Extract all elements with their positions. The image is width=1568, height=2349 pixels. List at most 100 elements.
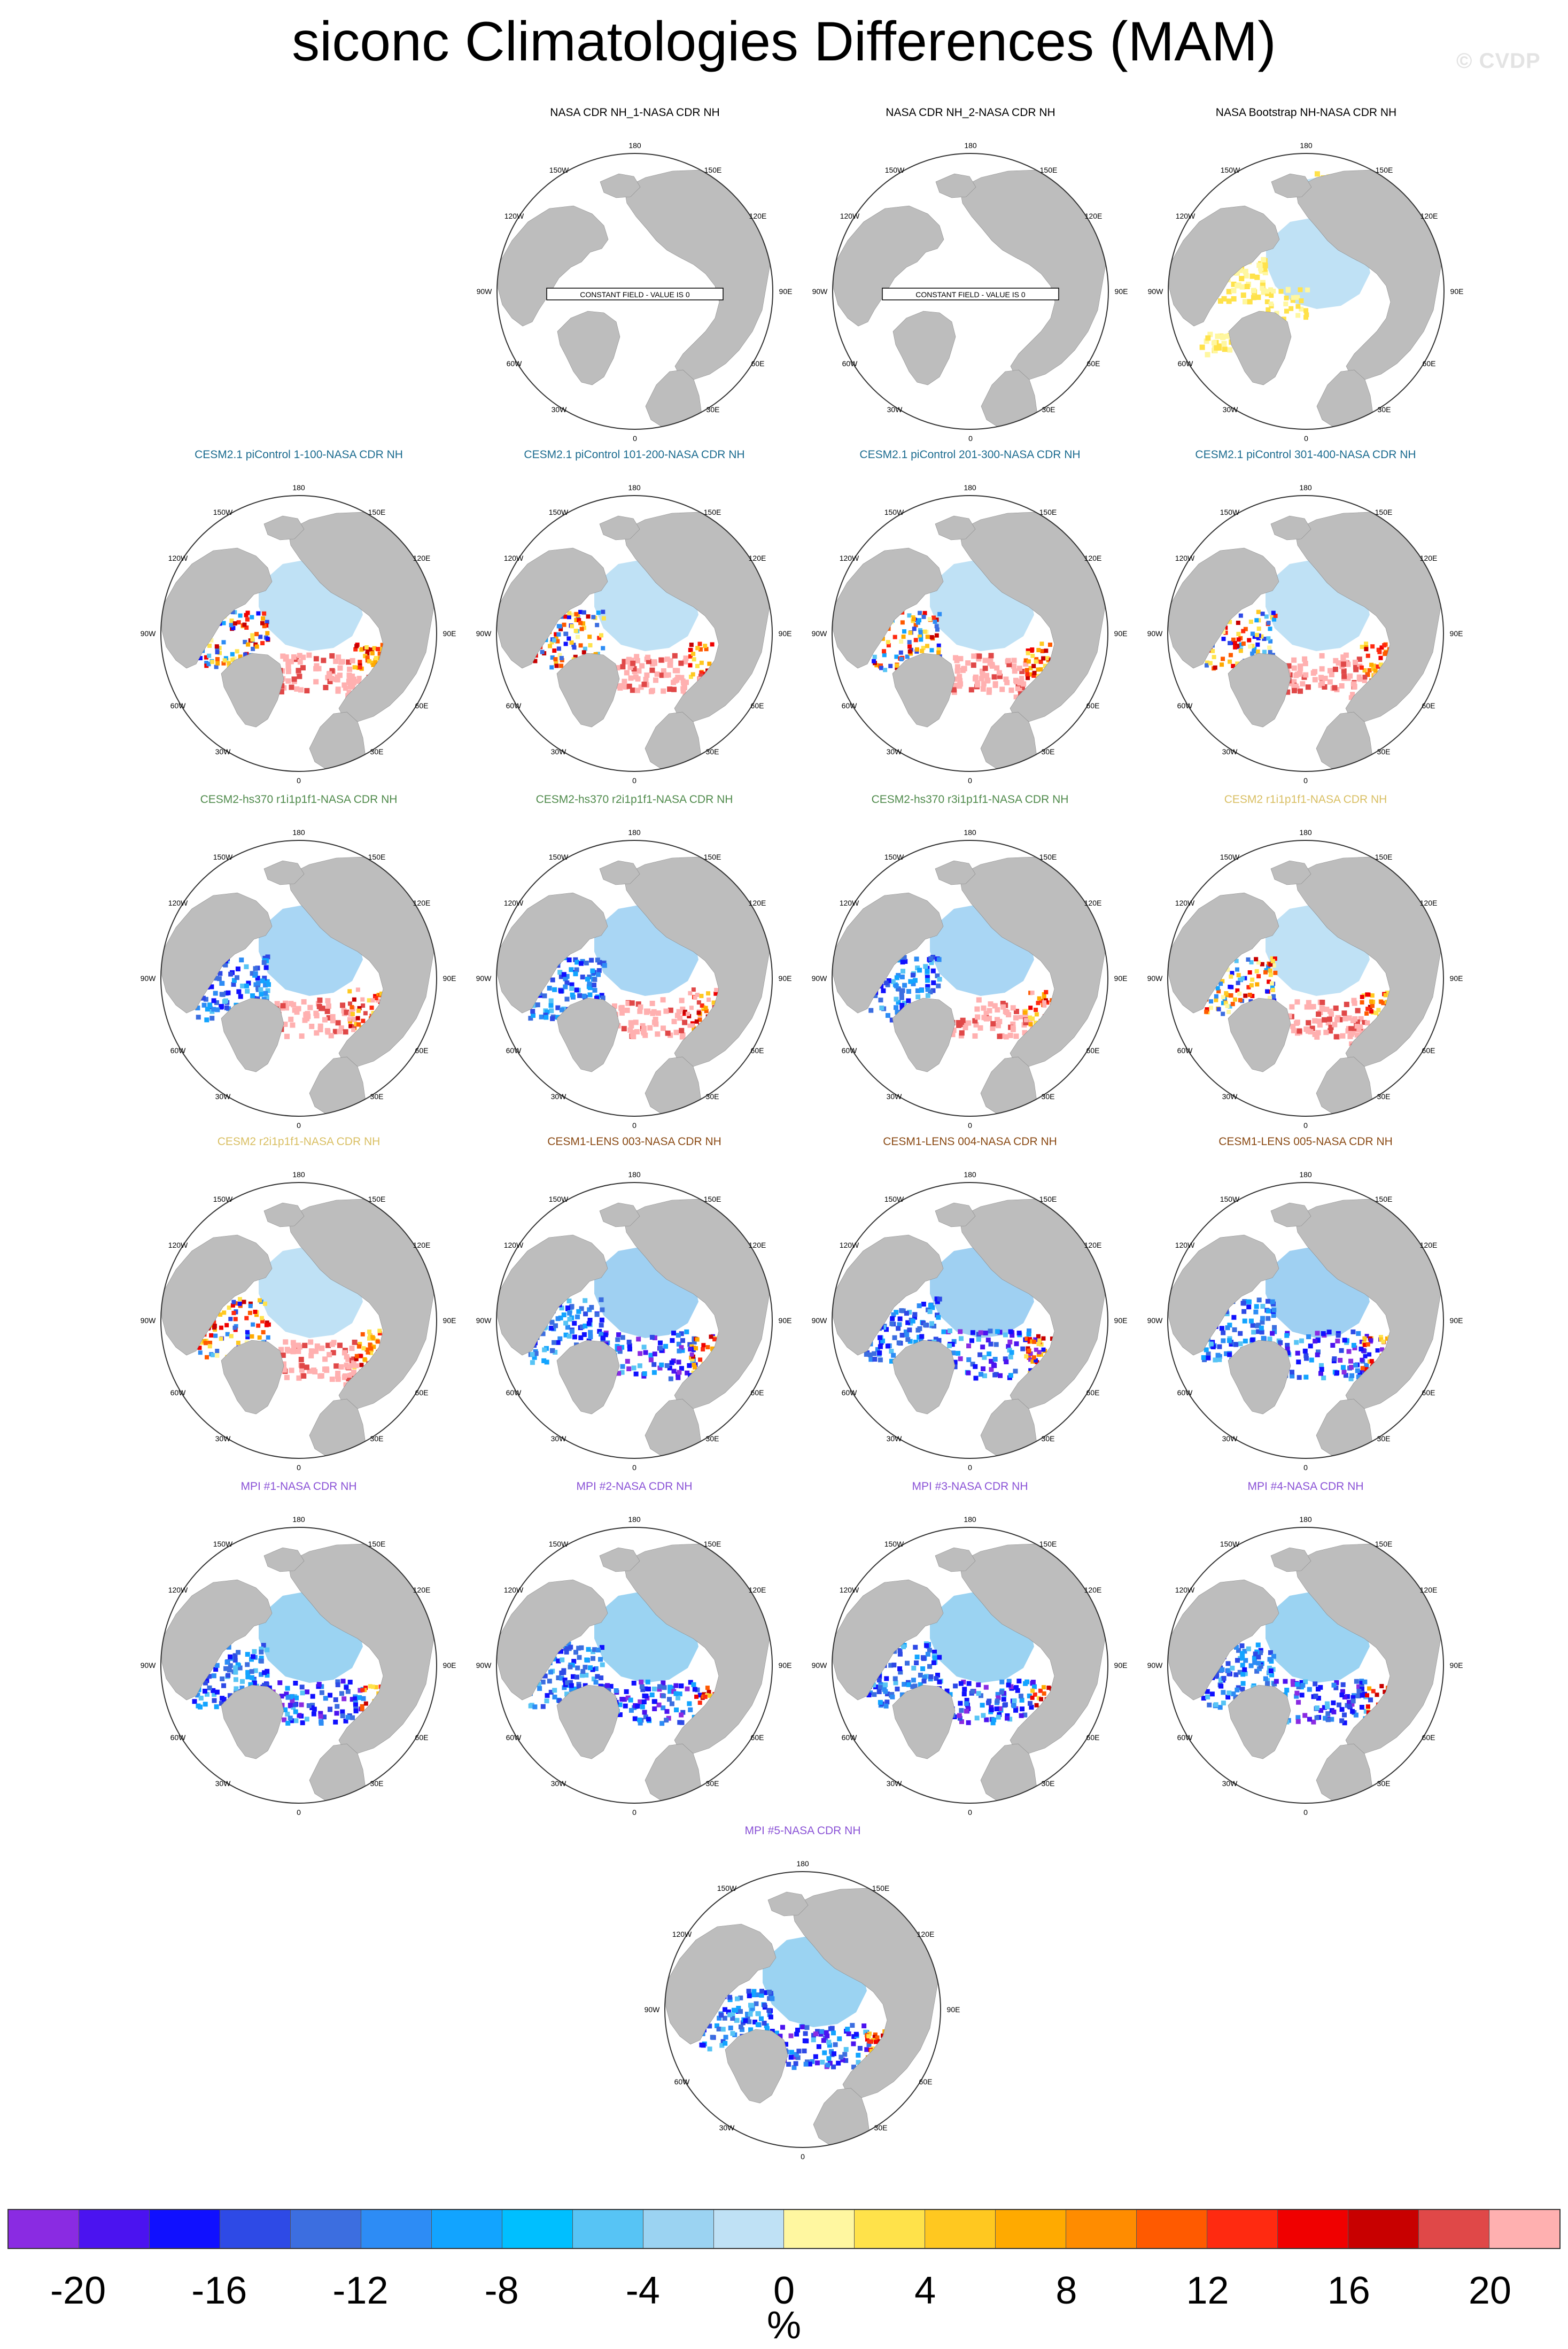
land-mass	[1228, 998, 1291, 1072]
lon-label-150w: 150W	[1220, 853, 1240, 861]
lon-label-150e: 150E	[368, 1540, 386, 1548]
lon-label-90e: 90E	[1114, 1316, 1128, 1325]
lon-label-120w: 120W	[840, 1586, 859, 1594]
lon-label-90w: 90W	[141, 1316, 157, 1325]
lon-label-120w: 120W	[504, 899, 524, 907]
panel-title: CESM2-hs370 r2i1p1f1-NASA CDR NH	[535, 793, 733, 806]
land-mass	[832, 1234, 944, 1356]
lon-label-150e: 150E	[368, 853, 386, 861]
colorbar	[7, 2209, 1561, 2249]
lon-label-60e: 60E	[1422, 1388, 1435, 1397]
lon-label-60w: 60W	[1177, 701, 1193, 710]
map-boundary	[496, 1182, 773, 1459]
lon-label-90e: 90E	[779, 629, 792, 638]
lon-label-30e: 30E	[1042, 1779, 1055, 1788]
lon-label-90w: 90W	[1147, 974, 1163, 983]
map-boundary	[1167, 495, 1444, 772]
map-boundary	[832, 153, 1109, 430]
lon-label-60w: 60W	[1177, 1733, 1193, 1742]
lon-label-0: 0	[1304, 434, 1308, 443]
map-panel: CESM2 r2i1p1f1-NASA CDR NH 180 0 90W 90E 150W…	[128, 1135, 470, 1478]
lon-label-120w: 120W	[504, 1241, 524, 1249]
lon-label-150w: 150W	[549, 1195, 569, 1203]
land-mass	[725, 2029, 788, 2104]
land-mass	[892, 311, 956, 385]
land-mass	[599, 1547, 640, 1572]
land-mass	[1168, 547, 1279, 669]
lon-label-120w: 120W	[168, 899, 188, 907]
land-mass	[221, 1340, 284, 1415]
lon-label-60w: 60W	[170, 1733, 187, 1742]
lon-label-0: 0	[633, 434, 637, 443]
colorbar-swatch	[1137, 2210, 1208, 2248]
polar-stereo-map: 180 0 90W 90E 150W 120W 150E 120E 60W 30W 60E 30E	[1147, 828, 1463, 1130]
lon-label-30e: 30E	[370, 1092, 384, 1101]
lon-label-150e: 150E	[1039, 1540, 1057, 1548]
lon-label-150e: 150E	[704, 1540, 721, 1548]
cvdp-watermark: © CVDP	[1456, 49, 1541, 73]
lon-label-120w: 120W	[840, 1241, 859, 1249]
land-mass	[309, 1056, 366, 1114]
lon-label-120w: 120W	[672, 1930, 692, 1938]
lon-label-60w: 60W	[170, 1046, 187, 1055]
map-panel: NASA Bootstrap NH-NASA CDR NH 180 0 90W 90E 1…	[1135, 106, 1477, 449]
panel-title: MPI #4-NASA CDR NH	[1247, 1480, 1364, 1493]
lon-label-0: 0	[968, 1121, 972, 1130]
lon-label-60w: 60W	[842, 701, 858, 710]
lon-label-90w: 90W	[476, 1316, 492, 1325]
lon-label-60w: 60W	[842, 359, 858, 368]
land-mass	[496, 547, 608, 669]
colorbar-swatch	[361, 2210, 432, 2248]
land-mass	[496, 1579, 608, 1701]
colorbar-swatch	[855, 2210, 926, 2248]
lon-label-150e: 150E	[368, 508, 386, 516]
lon-label-150w: 150W	[549, 853, 569, 861]
lon-label-150e: 150E	[1039, 508, 1057, 516]
lon-label-180: 180	[1299, 828, 1312, 837]
colorbar-swatch	[1066, 2210, 1137, 2248]
lon-label-150e: 150E	[1375, 1195, 1393, 1203]
colorbar-tick-label: 0	[773, 2269, 795, 2312]
map-panel: CESM2.1 piControl 101-200-NASA CDR NH 180…	[463, 449, 805, 791]
land-mass	[221, 1685, 284, 1759]
polar-stereo-map: 180 0 90W 90E 150W 120W 150E 120E 60W 30W 60E 30E	[645, 1859, 960, 2161]
panel-title: CESM2.1 piControl 201-300-NASA CDR NH	[859, 449, 1081, 461]
map-boundary	[832, 1182, 1108, 1459]
colorbar-swatch	[1489, 2210, 1559, 2248]
lon-label-150e: 150E	[1039, 853, 1057, 861]
land-mass	[1228, 1685, 1291, 1759]
lon-label-120e: 120E	[749, 554, 766, 562]
lon-label-0: 0	[297, 1121, 301, 1130]
land-mass	[1228, 311, 1292, 385]
map-panel: CESM1-LENS 003-NASA CDR NH 180 0 90W 90E 150W…	[463, 1135, 805, 1478]
lon-label-60e: 60E	[415, 1388, 429, 1397]
lon-label-0: 0	[1303, 1121, 1308, 1130]
land-mass	[665, 1923, 777, 2045]
lon-label-30e: 30E	[1377, 747, 1391, 756]
land-mass	[1228, 1340, 1291, 1415]
panel-title: MPI #3-NASA CDR NH	[912, 1480, 1028, 1493]
lon-label-120w: 120W	[168, 1241, 188, 1249]
lon-label-0: 0	[1303, 776, 1308, 785]
lon-label-150w: 150W	[1220, 1195, 1240, 1203]
lon-label-90w: 90W	[476, 629, 492, 638]
map-panel: CESM2-hs370 r2i1p1f1-NASA CDR NH 180 0 90W 9…	[463, 793, 805, 1136]
panel-title: NASA CDR NH_2-NASA CDR NH	[886, 106, 1055, 119]
panel-title: CESM1-LENS 003-NASA CDR NH	[547, 1135, 721, 1148]
polar-stereo-map: 180 0 90W 90E 150W 120W 150E 120E 60W 30W 60E 30E	[1148, 141, 1464, 443]
lon-label-180: 180	[964, 1170, 976, 1179]
colorbar-swatch	[925, 2210, 996, 2248]
map-panel: CESM2.1 piControl 301-400-NASA CDR NH 180…	[1135, 449, 1477, 791]
land-mass	[980, 712, 1037, 769]
map-boundary	[1168, 153, 1445, 430]
map-boundary	[832, 1527, 1108, 1804]
map-boundary	[1167, 1182, 1444, 1459]
lon-label-150w: 150W	[213, 1195, 233, 1203]
lon-label-30e: 30E	[1042, 1092, 1055, 1101]
land-mass	[556, 653, 620, 728]
lon-label-120e: 120E	[413, 554, 431, 562]
land-mass	[935, 173, 976, 198]
lon-label-60w: 60W	[506, 1046, 522, 1055]
colorbar-swatch	[149, 2210, 220, 2248]
land-mass	[599, 515, 640, 540]
